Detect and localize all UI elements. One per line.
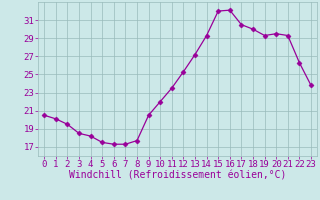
X-axis label: Windchill (Refroidissement éolien,°C): Windchill (Refroidissement éolien,°C) xyxy=(69,171,286,181)
